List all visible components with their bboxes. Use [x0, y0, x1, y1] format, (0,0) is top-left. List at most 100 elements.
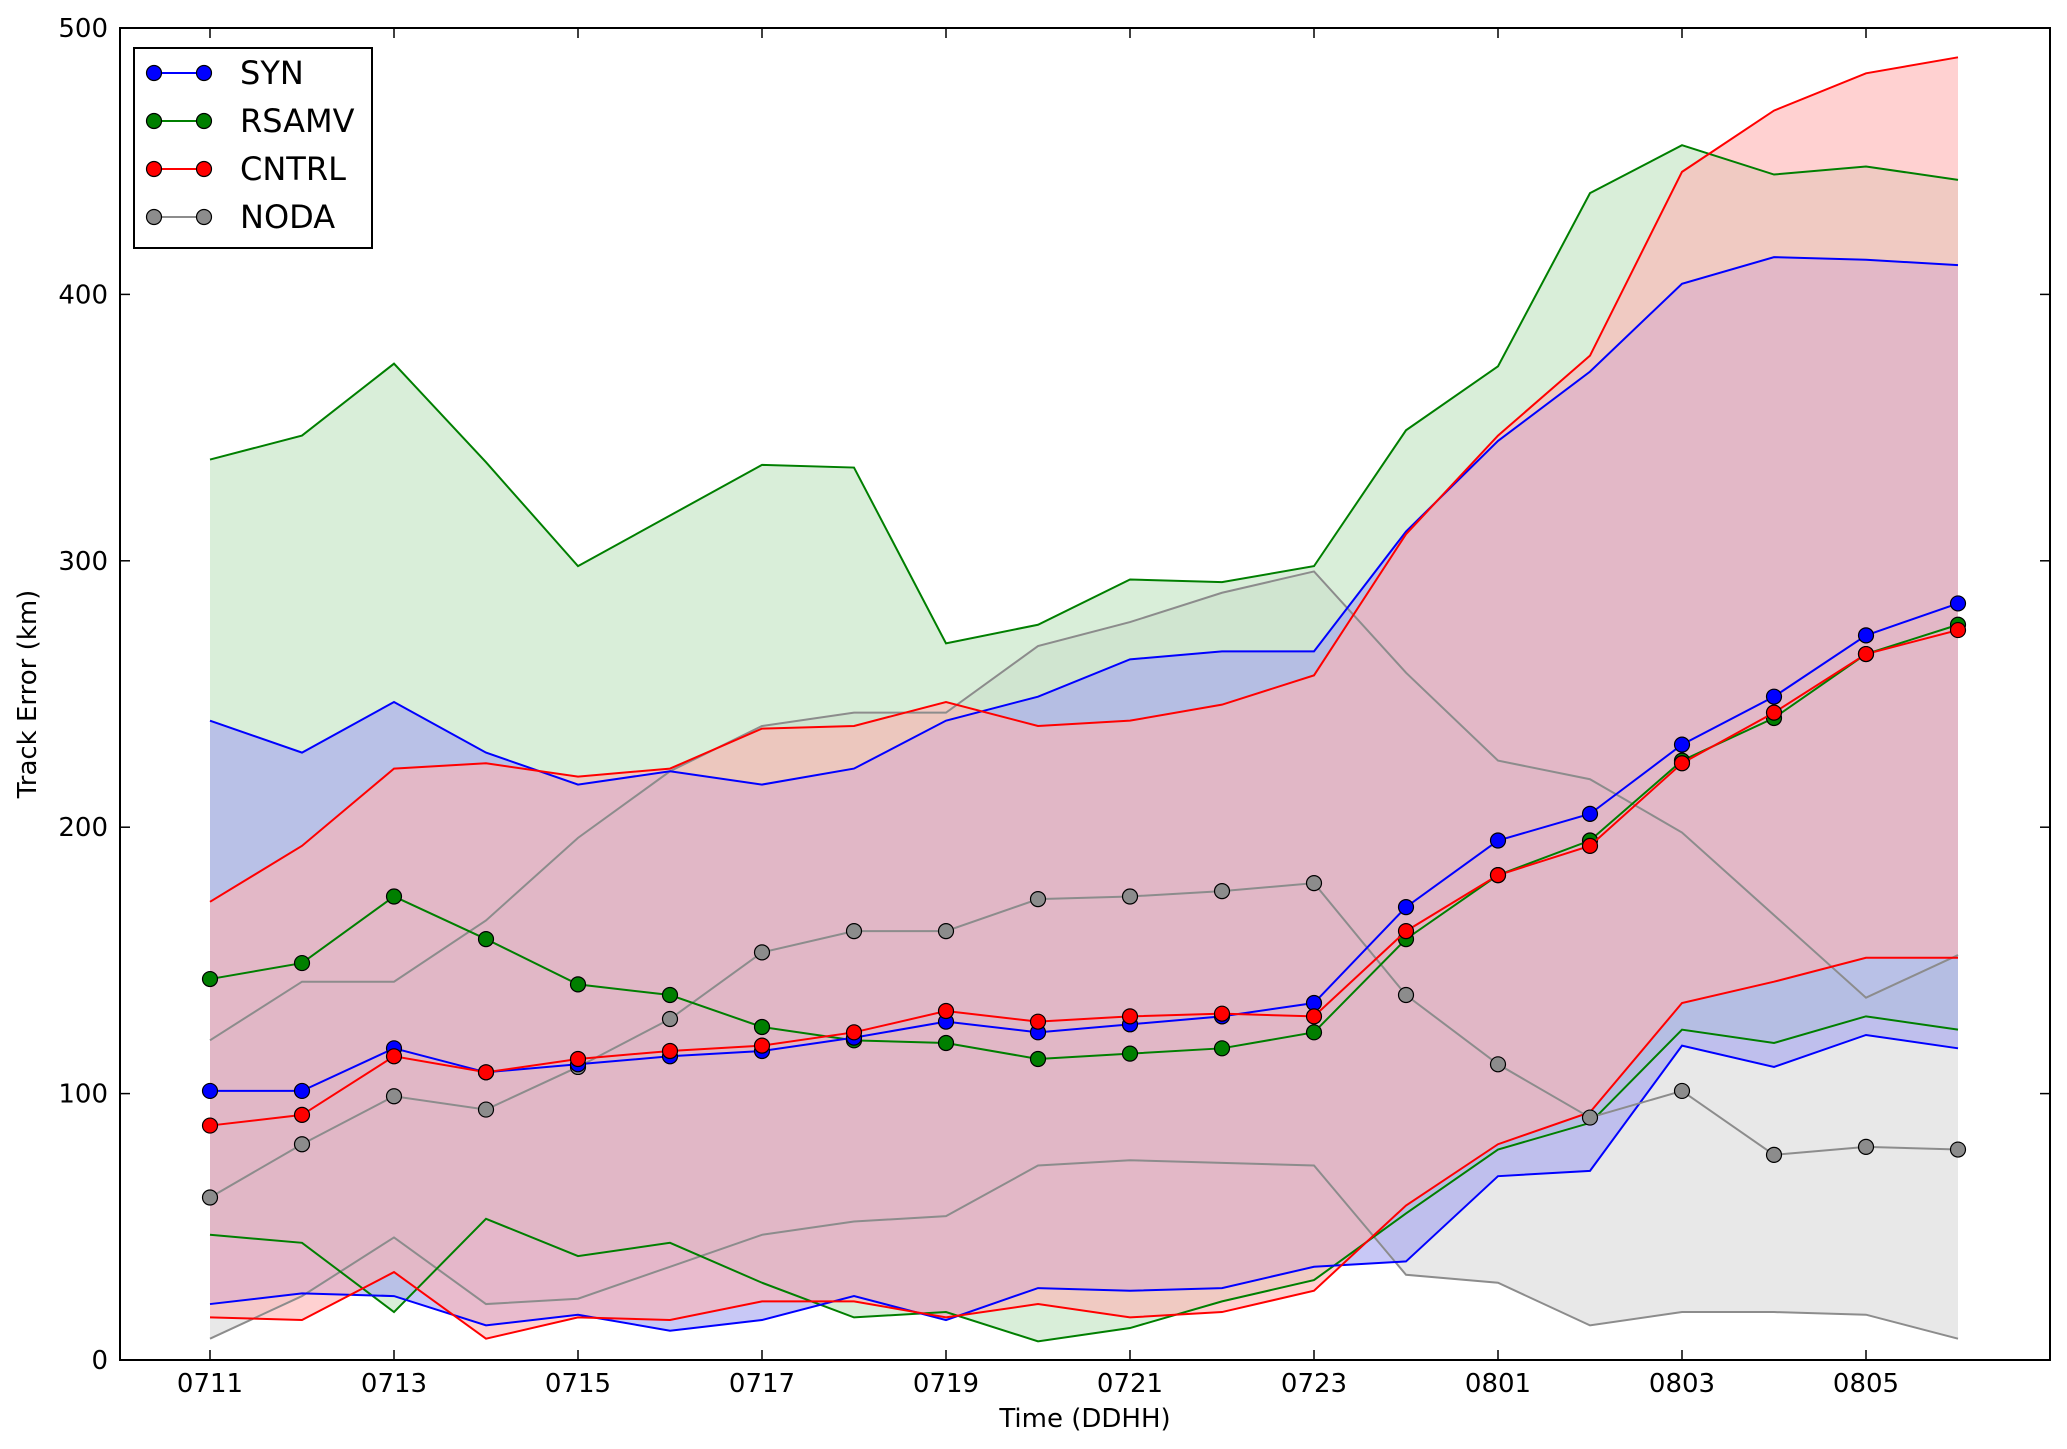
cntrl-point — [1213, 1005, 1231, 1022]
cntrl-point — [1121, 1008, 1139, 1025]
noda-point — [845, 922, 863, 940]
syn-point — [1673, 736, 1691, 753]
cntrl-point — [1489, 867, 1507, 884]
legend-marker — [145, 160, 163, 178]
noda-point — [1765, 1146, 1783, 1163]
syn-upper-edge — [209, 256, 1959, 786]
cntrl-point — [845, 1024, 863, 1041]
noda-upper-edge — [209, 570, 1959, 1042]
noda-point — [1673, 1082, 1691, 1100]
cntrl-point — [201, 1117, 219, 1134]
x-tick-label: 0713 — [361, 1369, 427, 1399]
noda-point — [293, 1136, 311, 1153]
x-axis-label: Time (DDHH) — [998, 1404, 1170, 1434]
rsamv-point — [1121, 1045, 1139, 1062]
x-tick-label: 0711 — [177, 1369, 243, 1399]
cntrl-point — [385, 1048, 403, 1065]
noda-point — [1029, 891, 1047, 908]
syn-point — [201, 1082, 219, 1100]
cntrl-point — [1765, 704, 1783, 721]
syn-point — [1581, 805, 1599, 822]
noda-point — [1305, 875, 1323, 892]
legend-entry-rsamv: RSAMV — [145, 102, 355, 140]
noda-line — [209, 882, 1959, 1199]
syn-point — [1857, 627, 1875, 644]
cntrl-point — [1581, 837, 1599, 854]
legend: SYN RSAMV CNTRL NODA — [133, 47, 373, 249]
x-axis: 0711 0713 0715 0717 0719 0721 0723 0801 0803 0805 — [177, 28, 1899, 1399]
y-tick-label: 100 — [58, 1080, 108, 1110]
rsamv-point — [293, 954, 311, 972]
rsamv-lower-edge — [209, 1015, 1959, 1343]
noda-point — [201, 1189, 219, 1206]
x-tick-label: 0719 — [913, 1369, 979, 1399]
y-tick-label: 400 — [58, 280, 108, 310]
y-tick-label: 300 — [58, 547, 108, 577]
rsamv-point — [753, 1018, 771, 1036]
noda-point — [1213, 883, 1231, 900]
cntrl-point — [1029, 1013, 1047, 1030]
noda-point — [1121, 888, 1139, 905]
syn-lower-edge — [209, 1033, 1959, 1332]
legend-marker — [195, 160, 213, 178]
plot-border — [119, 27, 2051, 1361]
uncertainty-bands — [210, 57, 1958, 1342]
cntrl-point — [1857, 645, 1875, 663]
rsamv-upper-edge — [209, 144, 1959, 645]
y-tick-label: 500 — [58, 14, 108, 44]
noda-point — [1489, 1056, 1507, 1073]
rsamv-point — [569, 976, 587, 993]
x-tick-label: 0805 — [1833, 1369, 1899, 1399]
rsamv-point — [1029, 1050, 1047, 1068]
legend-box — [133, 47, 373, 249]
legend-marker — [145, 112, 163, 130]
syn-point — [293, 1082, 311, 1100]
legend-marker — [145, 64, 163, 82]
cntrl-point — [1397, 922, 1415, 940]
legend-marker — [145, 208, 163, 226]
noda-point — [1857, 1138, 1875, 1155]
noda-point — [477, 1101, 495, 1118]
legend-entry-noda: NODA — [145, 198, 335, 236]
cntrl-band — [210, 57, 1958, 1339]
legend-label: NODA — [240, 198, 335, 236]
rsamv-point — [201, 970, 219, 988]
cntrl-upper-edge — [209, 56, 1959, 903]
cntrl-point — [569, 1050, 587, 1068]
series-lines — [201, 595, 1967, 1206]
rsamv-point — [937, 1034, 955, 1052]
cntrl-point — [753, 1037, 771, 1054]
cntrl-point — [1305, 1008, 1323, 1025]
syn-point — [1949, 595, 1967, 612]
legend-label: RSAMV — [240, 102, 355, 140]
legend-label: CNTRL — [240, 150, 346, 188]
y-tick-label: 0 — [91, 1346, 108, 1376]
cntrl-point — [661, 1042, 679, 1060]
y-tick-label: 200 — [58, 813, 108, 843]
rsamv-point — [661, 986, 679, 1004]
noda-point — [1949, 1141, 1967, 1158]
noda-point — [385, 1088, 403, 1105]
cntrl-point — [937, 1002, 955, 1020]
rsamv-point — [385, 888, 403, 905]
legend-entry-cntrl: CNTRL — [145, 150, 346, 188]
cntrl-series — [201, 621, 1967, 1134]
x-tick-label: 0717 — [729, 1369, 795, 1399]
legend-marker — [195, 112, 213, 130]
noda-lower-edge — [209, 1159, 1959, 1340]
x-tick-label: 0803 — [1649, 1369, 1715, 1399]
plot-frame — [119, 27, 2051, 1361]
noda-point — [753, 944, 771, 961]
legend-entry-syn: SYN — [145, 54, 304, 92]
x-tick-label: 0723 — [1281, 1369, 1347, 1399]
rsamv-point — [1213, 1040, 1231, 1057]
legend-label: SYN — [240, 54, 304, 92]
x-tick-label: 0721 — [1097, 1369, 1163, 1399]
cntrl-line — [209, 629, 1959, 1127]
syn-point — [1489, 832, 1507, 849]
cntrl-point — [293, 1106, 311, 1124]
noda-point — [1581, 1109, 1599, 1126]
rsamv-point — [1305, 1024, 1323, 1041]
cntrl-point — [477, 1064, 495, 1081]
